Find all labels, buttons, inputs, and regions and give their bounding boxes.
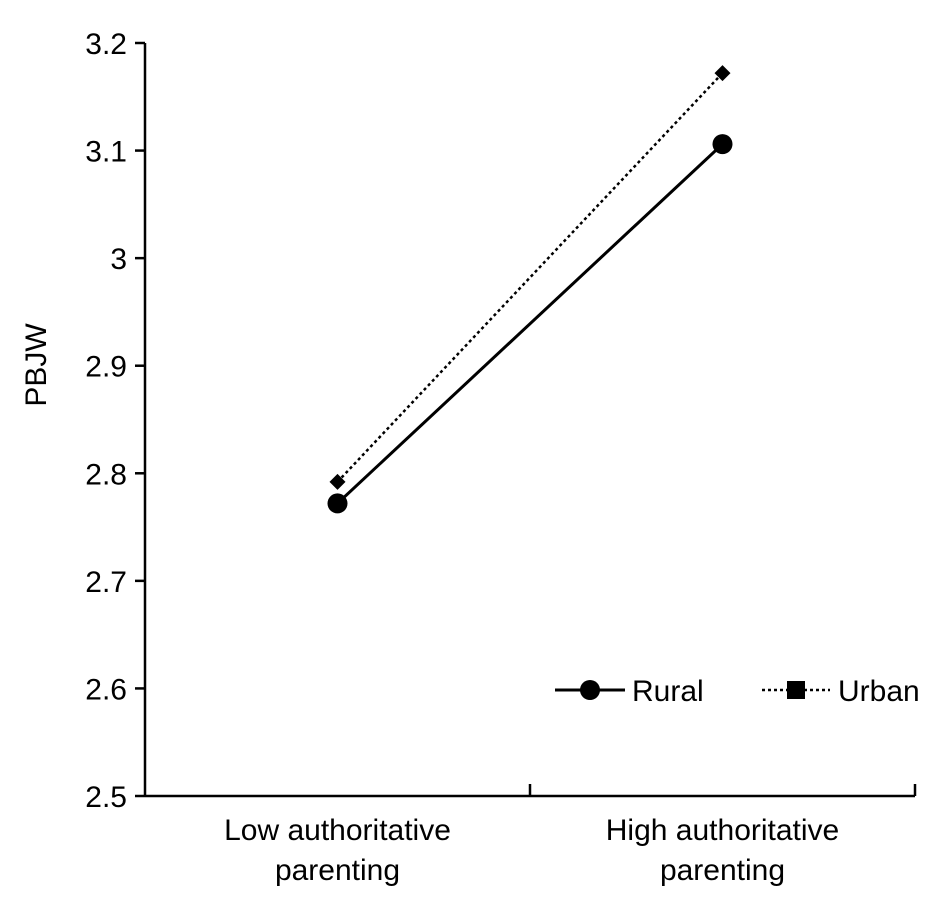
legend-marker-rural <box>580 680 600 700</box>
x-category-label: High authoritative <box>606 814 839 847</box>
y-tick-label: 3 <box>110 243 127 276</box>
x-ticks: Low authoritative parenting High authorita… <box>224 784 917 887</box>
series-line-rural <box>336 143 724 505</box>
y-tick-label: 2.5 <box>85 781 127 814</box>
data-point-urban <box>329 473 346 490</box>
x-category-label: parenting <box>275 854 400 887</box>
y-axis-title: PBJW <box>20 323 53 407</box>
legend-label-urban: Urban <box>838 675 920 708</box>
legend: Rural Urban <box>555 675 920 708</box>
data-point-urban <box>714 65 731 82</box>
legend-label-rural: Rural <box>632 675 704 708</box>
x-category-label: Low authoritative <box>224 814 451 847</box>
y-axis: 2.5 2.6 2.7 2.8 2.9 3 3.1 3.2 <box>85 28 147 814</box>
y-tick-label: 2.7 <box>85 566 127 599</box>
data-point-rural <box>712 134 733 155</box>
x-axis: Low authoritative parenting High authorita… <box>145 784 917 887</box>
series-line-urban <box>336 72 724 483</box>
y-tick-label: 2.8 <box>85 458 127 491</box>
series-layer <box>327 65 733 514</box>
x-category-label: parenting <box>660 854 785 887</box>
legend-marker-urban <box>787 681 805 699</box>
y-ticks: 2.5 2.6 2.7 2.8 2.9 3 3.1 3.2 <box>85 28 145 814</box>
y-tick-label: 2.6 <box>85 673 127 706</box>
data-point-rural <box>327 493 348 514</box>
y-tick-label: 2.9 <box>85 351 127 384</box>
y-tick-label: 3.1 <box>85 136 127 169</box>
y-tick-label: 3.2 <box>85 28 127 61</box>
